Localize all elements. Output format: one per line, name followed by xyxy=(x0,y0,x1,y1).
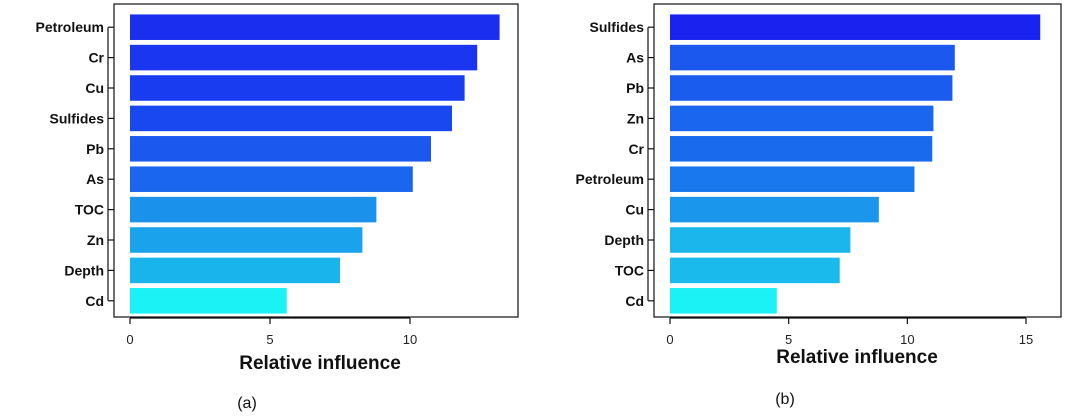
y-tick-label: TOC xyxy=(615,262,644,278)
x-axis-title-b: Relative influence xyxy=(776,347,938,368)
bar-toc xyxy=(130,196,377,223)
bar-petroleum xyxy=(670,166,915,192)
y-tick-label: Cu xyxy=(85,80,104,96)
bar-as xyxy=(130,166,413,192)
x-axis-a: 0 5 10 xyxy=(126,317,417,347)
y-tick-label: Zn xyxy=(87,232,104,248)
y-tick-label: Depth xyxy=(64,262,104,278)
plot-frame-b xyxy=(653,3,1062,318)
chart-panel-b: Sulfides As Pb Zn Cr Petroleum Cu Depth TOC Cd 0 5… xyxy=(576,3,1062,408)
bar-cu xyxy=(670,196,879,223)
bar-cd xyxy=(670,288,777,314)
bars-a xyxy=(130,14,500,314)
y-tick-label: As xyxy=(86,171,104,187)
bar-sulfides xyxy=(670,14,1041,40)
bar-zn xyxy=(670,105,934,132)
y-tick-label: Sulfides xyxy=(590,19,645,35)
y-tick-label: Cd xyxy=(625,293,644,309)
y-tick-label: TOC xyxy=(75,202,104,218)
bar-pb xyxy=(130,136,431,162)
y-tick-label: Cr xyxy=(88,50,104,66)
bar-cr xyxy=(670,136,933,162)
y-tick-label: Pb xyxy=(626,80,644,96)
y-tick-label: Cu xyxy=(625,202,644,218)
bar-pb xyxy=(670,75,953,101)
y-tick-label: Petroleum xyxy=(576,171,644,187)
x-tick-label: 10 xyxy=(403,332,417,347)
y-tick-label: Zn xyxy=(627,110,644,126)
y-tick-label: Pb xyxy=(86,141,104,157)
y-tick-label: As xyxy=(626,50,644,66)
y-tick-label: Depth xyxy=(604,232,644,248)
bars-b xyxy=(670,14,1041,314)
bar-cu xyxy=(130,75,465,101)
y-tick-label: Sulfides xyxy=(50,110,105,126)
y-axis-b: Sulfides As Pb Zn Cr Petroleum Cu Depth TOC Cd xyxy=(576,19,654,309)
x-tick-label: 5 xyxy=(785,332,792,347)
bar-depth xyxy=(130,257,340,284)
bar-cd xyxy=(130,288,287,314)
y-tick-label: Cr xyxy=(628,141,644,157)
bar-petroleum xyxy=(130,14,500,40)
x-tick-label: 0 xyxy=(666,332,673,347)
y-tick-label: Cd xyxy=(85,293,104,309)
x-tick-label: 5 xyxy=(266,332,273,347)
chart-panel-a: Petroleum Cr Cu Sulfides Pb As TOC Zn Depth Cd 0 5… xyxy=(36,3,519,412)
bar-depth xyxy=(670,227,851,253)
bar-zn xyxy=(130,227,363,253)
x-tick-label: 0 xyxy=(126,332,133,347)
x-axis-title-a: Relative influence xyxy=(239,353,401,374)
bar-sulfides xyxy=(130,105,452,132)
x-axis-b: 0 5 10 15 xyxy=(666,317,1033,347)
x-tick-label: 10 xyxy=(900,332,914,347)
bar-cr xyxy=(130,44,478,71)
y-axis-a: Petroleum Cr Cu Sulfides Pb As TOC Zn Depth Cd xyxy=(36,19,114,309)
panel-label-a: (a) xyxy=(237,395,257,412)
plot-frame-a xyxy=(113,3,519,318)
x-tick-label: 15 xyxy=(1019,332,1033,347)
bar-as xyxy=(670,44,955,71)
y-tick-label: Petroleum xyxy=(36,19,104,35)
panel-label-b: (b) xyxy=(775,391,795,408)
bar-toc xyxy=(670,257,840,284)
